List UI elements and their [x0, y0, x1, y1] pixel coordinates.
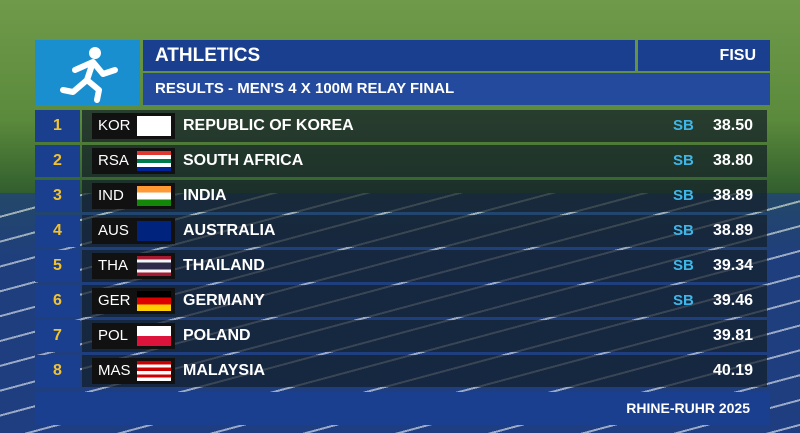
- rank: 1: [35, 110, 80, 142]
- flag: [137, 151, 171, 171]
- row-bar: [82, 285, 767, 317]
- rank: 5: [35, 250, 80, 282]
- country-name: SOUTH AFRICA: [183, 152, 304, 169]
- row-bar: [82, 355, 767, 387]
- flag: [137, 256, 171, 276]
- sport-icon: [35, 40, 140, 105]
- result-row: 2 RSA SOUTH AFRICA SB 38.80: [35, 145, 767, 177]
- flag: [137, 186, 171, 206]
- country-name: POLAND: [183, 327, 251, 344]
- time: 39.46: [712, 292, 753, 309]
- footer: RHINE-RUHR 2025: [35, 392, 770, 425]
- rank: 8: [35, 355, 80, 387]
- season-best: SB: [673, 117, 694, 134]
- season-best: SB: [673, 187, 694, 204]
- row-bar: [82, 250, 767, 282]
- runner-icon: [60, 47, 118, 103]
- season-best: SB: [673, 222, 694, 239]
- country-name: INDIA: [183, 187, 227, 204]
- result-row: 4 AUS AUSTRALIA SB 38.89: [35, 215, 767, 247]
- result-row: 6 GER GERMANY SB 39.46: [35, 285, 767, 317]
- rank: 6: [35, 285, 80, 317]
- rank: 3: [35, 180, 80, 212]
- rank: 2: [35, 145, 80, 177]
- flag: [137, 221, 171, 241]
- row-bar: [82, 145, 767, 177]
- event-subtitle: RESULTS - MEN'S 4 X 100M RELAY FINAL: [143, 73, 770, 105]
- country-name: AUSTRALIA: [183, 222, 276, 239]
- country-name: GERMANY: [183, 292, 265, 309]
- result-row: 5 THA THAILAND SB 39.34: [35, 250, 767, 282]
- row-bar: [82, 215, 767, 247]
- country-name: REPUBLIC OF KOREA: [183, 117, 354, 134]
- rank: 7: [35, 320, 80, 352]
- result-row: 3 IND INDIA SB 38.89: [35, 180, 767, 212]
- season-best: SB: [673, 292, 694, 309]
- time: 40.19: [712, 362, 753, 379]
- rank: 4: [35, 215, 80, 247]
- result-row: 1 KOR REPUBLIC OF KOREA SB 38.50: [35, 110, 767, 142]
- flag: [137, 326, 171, 346]
- season-best: SB: [673, 257, 694, 274]
- result-row: 8 MAS MALAYSIA 40.19: [35, 355, 767, 387]
- season-best: SB: [673, 152, 694, 169]
- row-bar: [82, 110, 767, 142]
- time: 39.34: [712, 257, 753, 274]
- flag: [137, 361, 171, 381]
- country-name: THAILAND: [183, 257, 265, 274]
- time: 38.89: [712, 222, 753, 239]
- sport-title: ATHLETICS: [143, 40, 635, 71]
- brand: FISU: [638, 40, 770, 71]
- result-row: 7 POL POLAND 39.81: [35, 320, 767, 352]
- time: 38.50: [712, 117, 753, 134]
- time: 38.89: [712, 187, 753, 204]
- country-name: MALAYSIA: [183, 362, 266, 379]
- time: 38.80: [712, 152, 753, 169]
- row-bar: [82, 180, 767, 212]
- flag: [137, 116, 171, 136]
- time: 39.81: [712, 327, 753, 344]
- flag: [137, 291, 171, 311]
- row-bar: [82, 320, 767, 352]
